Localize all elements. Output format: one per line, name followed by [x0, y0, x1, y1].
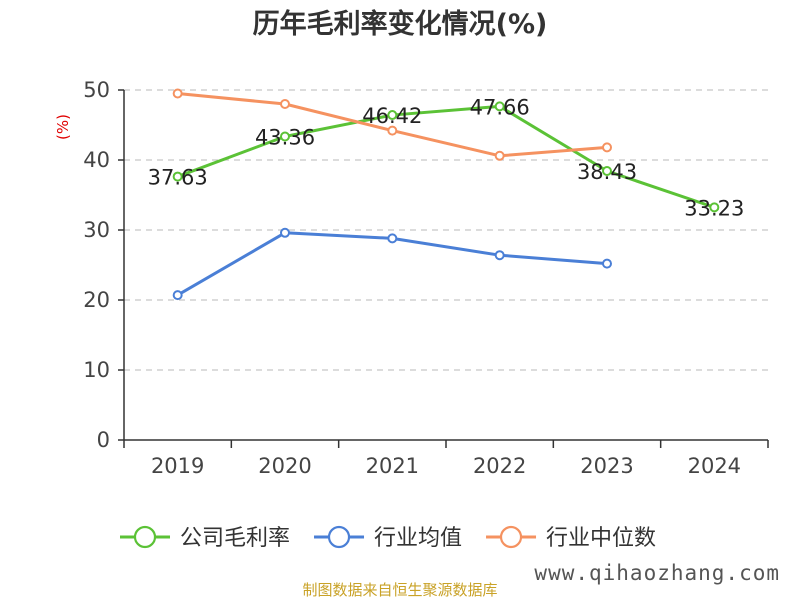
y-axis-label: (%) — [54, 114, 72, 140]
x-tick-label: 2022 — [473, 454, 526, 478]
y-tick-label: 30 — [83, 218, 110, 242]
series-2 — [172, 227, 612, 301]
grid-lines — [124, 89, 768, 371]
x-tick-label: 2019 — [151, 454, 204, 478]
data-point — [387, 125, 398, 136]
data-point — [602, 142, 612, 153]
legend-marker — [499, 525, 523, 549]
y-tick-label: 40 — [83, 148, 110, 172]
x-tick-label: 2023 — [580, 454, 633, 478]
series-3 — [172, 88, 612, 161]
legend-item-3[interactable]: 行业中位数 — [486, 525, 656, 551]
y-tick-label: 0 — [97, 428, 110, 452]
data-label: 46.42 — [362, 104, 422, 128]
data-point — [709, 202, 720, 213]
legend-marker — [327, 525, 351, 549]
data-label: 47.66 — [470, 95, 530, 119]
data-point — [602, 165, 612, 176]
legend-label: 行业中位数 — [546, 526, 656, 551]
x-tick-label: 2021 — [366, 454, 419, 478]
series-layer — [172, 88, 720, 301]
data-point — [172, 88, 183, 99]
legend: 公司毛利率 行业均值 行业中位数 — [120, 525, 656, 551]
data-label: 33.23 — [684, 196, 744, 220]
legend-item-1[interactable]: 公司毛利率 — [120, 525, 290, 551]
data-point — [280, 99, 290, 109]
data-point — [494, 101, 505, 112]
data-point — [172, 290, 183, 301]
data-point — [172, 171, 183, 182]
data-point — [280, 131, 290, 142]
data-point — [280, 227, 290, 238]
chart-title: 历年毛利率变化情况(%) — [253, 8, 548, 40]
source-note: 制图数据来自恒生聚源数据库 — [302, 581, 497, 599]
axes: 0 10 20 30 40 50 2019 2020 2021 2022 2023 2024 — [83, 78, 769, 478]
data-labels: 37.63 43.36 46.42 47.66 38.43 33.23 — [148, 95, 745, 220]
legend-label: 公司毛利率 — [180, 526, 290, 551]
x-tick-label: 2020 — [258, 454, 311, 478]
y-tick-label: 50 — [83, 78, 110, 102]
data-point — [602, 258, 612, 269]
data-point — [387, 233, 398, 244]
data-label: 43.36 — [255, 125, 315, 149]
series-1 — [172, 101, 720, 213]
data-point — [494, 250, 505, 261]
data-point — [387, 110, 398, 121]
data-point — [494, 150, 505, 161]
legend-label: 行业均值 — [374, 526, 462, 551]
data-label: 37.63 — [148, 166, 208, 190]
y-tick-label: 20 — [83, 288, 110, 312]
data-label: 38.43 — [577, 160, 637, 184]
watermark: www.qihaozhang.com — [534, 561, 780, 585]
x-tick-label: 2024 — [688, 454, 741, 478]
y-tick-label: 10 — [83, 358, 110, 382]
series-line — [177, 104, 715, 209]
legend-item-2[interactable]: 行业均值 — [314, 525, 462, 551]
legend-marker — [133, 525, 157, 549]
